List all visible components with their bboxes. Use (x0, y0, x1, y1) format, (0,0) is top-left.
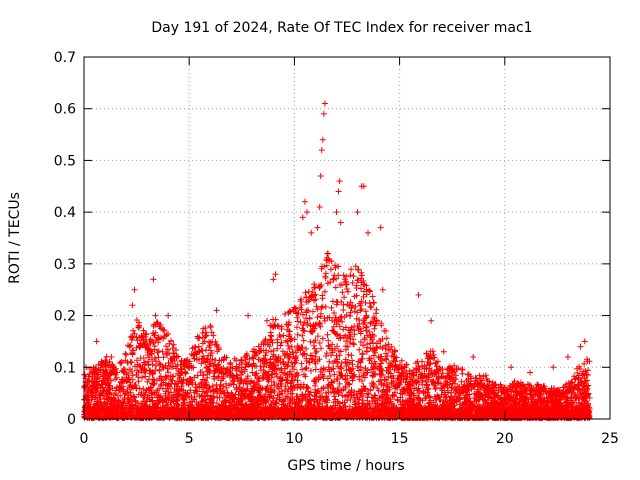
x-tick-label: 0 (80, 431, 89, 447)
y-tick-label: 0.6 (54, 102, 76, 118)
x-tick-labels: 0 5 10 15 20 25 (80, 431, 619, 447)
data-point-outlier (318, 147, 325, 154)
data-point-outlier (152, 312, 159, 319)
x-tick-label: 5 (185, 431, 194, 447)
data-point-outlier (337, 219, 344, 226)
chart-title: Day 191 of 2024, Rate Of TEC Index for r… (151, 20, 532, 36)
data-point-outlier (321, 100, 328, 107)
data-point-outlier (207, 322, 214, 329)
data-point-outlier (108, 353, 115, 360)
data-point-outlier (336, 178, 343, 185)
data-point-outlier (581, 338, 588, 345)
grid-lines (84, 57, 610, 419)
y-tick-label: 0.1 (54, 360, 76, 376)
plot-frame (83, 56, 611, 420)
data-point-cloud (81, 250, 593, 421)
x-axis-label: GPS time / hours (287, 458, 404, 474)
y-tick-label: 0.7 (54, 50, 76, 66)
data-point-outlier (550, 364, 557, 371)
data-point-outlier (470, 353, 477, 360)
x-tick-label: 25 (601, 431, 619, 447)
data-point-outlier (165, 312, 172, 319)
data-point-outlier (308, 229, 315, 236)
data-point-outlier (428, 317, 435, 324)
data-point-outlier (301, 198, 308, 205)
data-point-outlier (213, 307, 220, 314)
data-point-outlier (264, 317, 271, 324)
y-tick-label: 0.4 (54, 205, 76, 221)
data-point-outlier (316, 203, 323, 210)
data-point-outlier (333, 209, 340, 216)
data-point-outlier (415, 291, 422, 298)
data-point-outlier (272, 271, 279, 278)
data-point-outlier (131, 286, 138, 293)
data-point-outlier (335, 188, 342, 195)
data-point-outlier (317, 172, 324, 179)
data-point-outlier (270, 276, 277, 283)
data-point-outlier (304, 209, 311, 216)
data-point-outlier (129, 302, 136, 309)
data-point-outlier (508, 364, 515, 371)
data-point-outlier (564, 353, 571, 360)
y-tick-label: 0.5 (54, 153, 76, 169)
data-point-outlier (365, 229, 372, 236)
data-point-outlier (379, 286, 386, 293)
data-point-outlier (527, 369, 534, 376)
data-point-outlier (577, 343, 584, 350)
data-point-outlier (150, 276, 157, 283)
data-point-outlier (320, 110, 327, 117)
data-point-outlier (319, 136, 326, 143)
data-point-outlier (440, 348, 447, 355)
data-point-outlier (360, 183, 367, 190)
data-points (81, 100, 593, 421)
y-tick-label: 0 (67, 412, 76, 428)
data-point-outlier (325, 250, 332, 257)
data-point-outlier (377, 224, 384, 231)
data-point-outlier (354, 209, 361, 216)
y-tick-label: 0.2 (54, 309, 76, 325)
data-point-outlier (245, 312, 252, 319)
y-axis-label: ROTI / TECUs (7, 192, 23, 284)
y-tick-label: 0.3 (54, 257, 76, 273)
axis-ticks (83, 56, 611, 420)
data-point-outlier (299, 214, 306, 221)
x-tick-label: 15 (391, 431, 409, 447)
x-tick-label: 10 (285, 431, 303, 447)
data-point-outlier (314, 224, 321, 231)
data-point-outlier (93, 338, 100, 345)
x-tick-label: 20 (496, 431, 514, 447)
y-tick-labels: 0 0.1 0.2 0.3 0.4 0.5 0.6 0.7 (54, 50, 76, 428)
